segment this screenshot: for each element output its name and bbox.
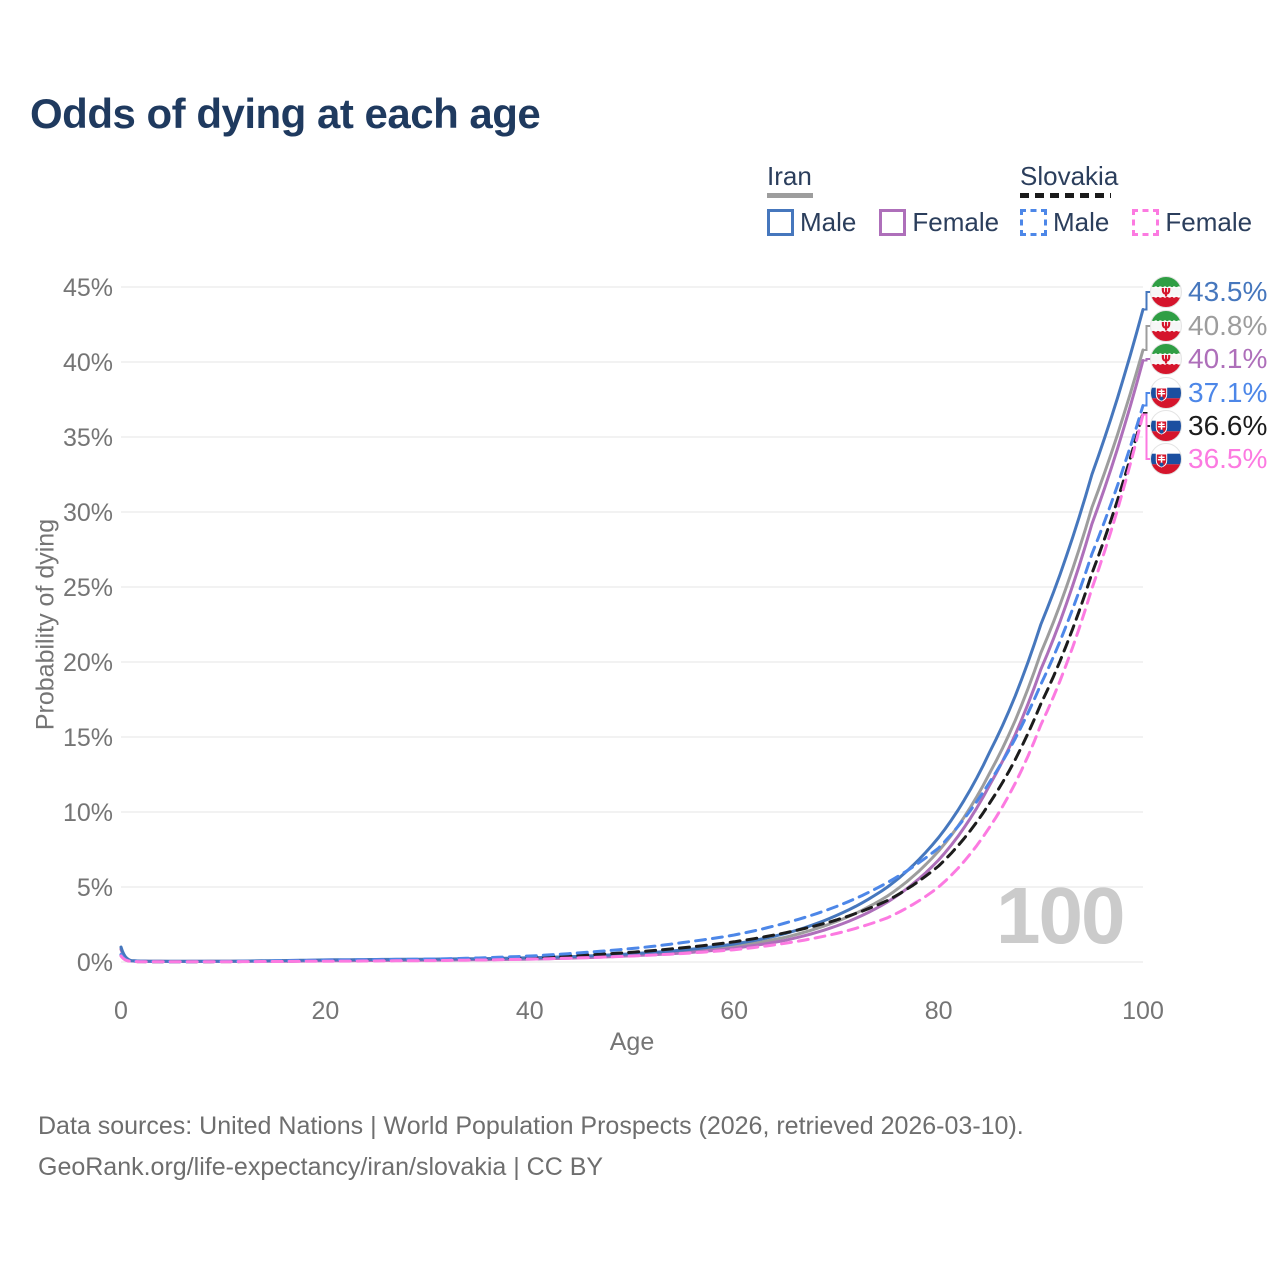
y-tick-label: 25% [63, 574, 113, 602]
legend-item-iran-male[interactable]: Male [767, 207, 856, 238]
end-label-value: 40.1% [1188, 343, 1268, 374]
slovakia-flag-icon [1150, 377, 1182, 409]
end-label-connector [1143, 413, 1151, 460]
series-line-slovakia-female [119, 413, 1145, 964]
svg-text:Ψ: Ψ [1161, 286, 1171, 300]
iran-both-line-swatch [767, 193, 813, 198]
svg-text:Ψ: Ψ [1161, 353, 1171, 367]
legend-group-iran: Iran Male Female [767, 161, 999, 238]
slovakia-both-line-swatch [1020, 193, 1111, 198]
end-label-slovakia-both: 36.6% [1150, 409, 1267, 443]
legend-item-slovakia-male[interactable]: Male [1020, 207, 1109, 238]
legend-item-slovakia-female[interactable]: Female [1132, 207, 1252, 238]
legend-item-label-slovakia-female: Female [1165, 207, 1253, 237]
legend-group-label-iran: Iran [767, 161, 812, 191]
y-tick-label: 30% [63, 499, 113, 527]
series-line-iran-male [119, 308, 1145, 963]
legend-group-label-slovakia: Slovakia [1020, 161, 1119, 191]
footer-datasource: Data sources: United Nations | World Pop… [38, 1112, 1024, 1140]
end-label-slovakia-female: 36.5% [1150, 442, 1267, 476]
svg-text:Ψ: Ψ [1161, 320, 1171, 334]
series-line-slovakia-both [119, 411, 1145, 964]
series-line-iran-both [119, 348, 1145, 963]
end-label-value: 43.5% [1188, 276, 1268, 307]
end-label-connector [1143, 392, 1151, 407]
x-tick-label: 40 [516, 997, 544, 1025]
iran-male-swatch [767, 209, 794, 236]
end-label-connector [1143, 291, 1151, 311]
iran-flag-icon: Ψ [1150, 343, 1182, 375]
slovakia-flag-icon [1150, 443, 1182, 475]
legend-item-label-iran-female: Female [912, 207, 1000, 237]
end-label-value: 40.8% [1188, 310, 1268, 341]
end-label-value: 37.1% [1188, 377, 1268, 408]
x-axis-title: Age [609, 1028, 655, 1056]
legend-item-iran-female[interactable]: Female [879, 207, 999, 238]
footer-link[interactable]: GeoRank.org/life-expectancy/iran/slovaki… [38, 1153, 604, 1181]
end-label-value: 36.6% [1188, 410, 1268, 441]
iran-female-swatch [879, 209, 907, 236]
end-label-value: 36.5% [1188, 443, 1268, 474]
end-label-connector [1143, 325, 1151, 351]
y-tick-label: 0% [77, 949, 113, 977]
y-tick-label: 5% [77, 874, 113, 902]
end-label-iran-both: Ψ 40.8% [1150, 309, 1267, 343]
age-watermark: 100 [996, 871, 1125, 960]
slovakia-female-swatch [1132, 209, 1160, 236]
slovakia-flag-icon [1150, 410, 1182, 442]
y-tick-label: 35% [63, 424, 113, 452]
y-tick-label: 40% [63, 349, 113, 377]
x-tick-label: 20 [311, 997, 339, 1025]
legend-item-label-iran-male: Male [800, 207, 857, 237]
y-tick-label: 10% [63, 799, 113, 827]
legend-item-label-slovakia-male: Male [1053, 207, 1110, 237]
end-label-slovakia-male: 37.1% [1150, 376, 1267, 410]
legend-group-slovakia: Slovakia Male Female [1020, 161, 1252, 238]
slovakia-male-swatch [1020, 209, 1047, 236]
footer: Data sources: United Nations | World Pop… [38, 1106, 1024, 1188]
y-tick-label: 15% [63, 724, 113, 752]
x-tick-label: 60 [720, 997, 748, 1025]
y-tick-label: 45% [63, 274, 113, 302]
iran-flag-icon: Ψ [1150, 310, 1182, 342]
iran-flag-icon: Ψ [1150, 276, 1182, 308]
end-label-iran-female: Ψ 40.1% [1150, 342, 1267, 376]
x-tick-label: 0 [114, 997, 128, 1025]
end-label-connector [1143, 358, 1151, 362]
x-tick-label: 80 [925, 997, 953, 1025]
end-label-iran-male: Ψ 43.5% [1150, 275, 1267, 309]
series-line-iran-female [119, 359, 1145, 963]
page-title: Odds of dying at each age [30, 90, 541, 137]
y-axis-title: Probability of dying [31, 518, 60, 731]
x-tick-label: 100 [1122, 997, 1164, 1025]
y-tick-label: 20% [63, 649, 113, 677]
series-line-slovakia-male [119, 404, 1145, 964]
